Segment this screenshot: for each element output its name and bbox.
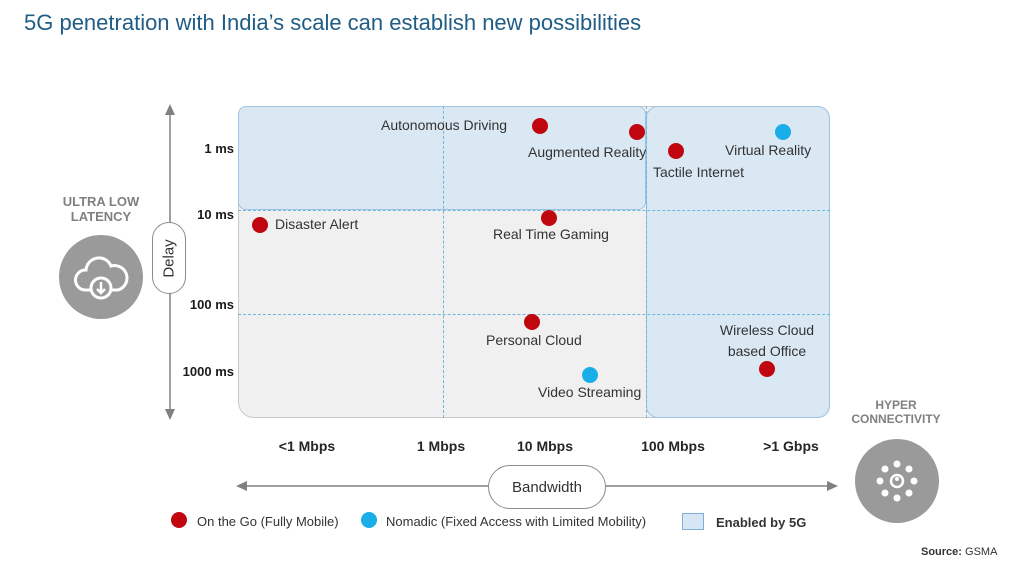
cloud-download-icon <box>59 235 143 319</box>
legend-nomadic-label: Nomadic (Fixed Access with Limited Mobil… <box>386 514 647 529</box>
x-tick-10mbps: 10 Mbps <box>516 438 573 454</box>
y-tick-1000ms: 1000 ms <box>182 364 234 379</box>
label-real-time-gaming: Real Time Gaming <box>493 226 609 242</box>
bandwidth-axis-label: Bandwidth <box>488 465 606 509</box>
network-people-icon <box>855 439 939 523</box>
legend-nomadic-dot <box>361 512 377 528</box>
x-tick-1mbps: 1 Mbps <box>416 438 466 454</box>
gridline-y-10ms <box>238 210 830 211</box>
x-tick-lt1mbps: <1 Mbps <box>278 438 336 454</box>
label-autonomous-driving: Autonomous Driving <box>381 117 508 133</box>
legend-enabled-5g-swatch <box>682 513 704 530</box>
y-tick-100ms: 100 ms <box>189 297 234 312</box>
hyper-connectivity-label: HYPER CONNECTIVITY <box>851 398 941 426</box>
source-label: Source: <box>921 546 962 558</box>
dot-autonomous-driving <box>532 118 548 134</box>
dot-video-streaming <box>582 367 598 383</box>
enabled-5g-region-low-latency <box>238 106 646 210</box>
dot-wireless-cloud-office <box>759 361 775 377</box>
dot-personal-cloud <box>524 314 540 330</box>
dot-augmented-reality <box>629 124 645 140</box>
y-tick-1ms: 1 ms <box>204 141 234 156</box>
x-tick-gt1gbps: >1 Gbps <box>763 438 819 454</box>
source-value: GSMA <box>965 546 998 558</box>
label-wireless-cloud-office: Wireless Cloud based Office <box>719 322 815 359</box>
legend-enabled-5g-label: Enabled by 5G <box>716 515 807 530</box>
dot-tactile-internet <box>668 143 684 159</box>
dot-virtual-reality <box>775 124 791 140</box>
label-disaster-alert: Disaster Alert <box>275 216 359 232</box>
dot-real-time-gaming <box>541 210 557 226</box>
legend-on-the-go-dot <box>171 512 187 528</box>
label-video-streaming: Video Streaming <box>538 384 642 400</box>
delay-axis-label: Delay <box>160 238 178 278</box>
label-personal-cloud: Personal Cloud <box>486 332 582 348</box>
page-title: 5G penetration with India’s scale can es… <box>24 10 642 35</box>
gridline-x-100mbps <box>646 106 647 418</box>
source-note: Source: GSMA <box>921 546 997 558</box>
label-augmented-reality: Augmented Reality <box>528 144 647 160</box>
gridline-x-1mbps <box>443 106 444 418</box>
ultra-low-latency-label: ULTRA LOW LATENCY <box>62 194 140 224</box>
label-tactile-internet: Tactile Internet <box>653 164 745 180</box>
y-tick-10ms: 10 ms <box>197 207 234 222</box>
dot-disaster-alert <box>252 217 268 233</box>
delay-axis-pill <box>152 222 186 294</box>
x-tick-100mbps: 100 Mbps <box>641 438 705 454</box>
label-virtual-reality: Virtual Reality <box>725 142 812 158</box>
legend-on-the-go-label: On the Go (Fully Mobile) <box>197 514 339 529</box>
